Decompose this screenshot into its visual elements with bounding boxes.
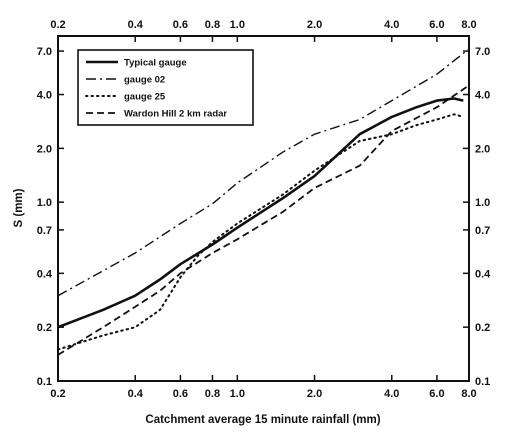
y-tick-label-right: 0.1 [475, 376, 490, 388]
y-tick-label-left: 4.0 [37, 90, 52, 102]
x-tick-label-top: 4.0 [384, 19, 399, 31]
legend-label: Wardon Hill 2 km radar [124, 109, 227, 120]
legend-label: gauge 02 [124, 75, 165, 86]
y-tick-label-right: 0.2 [475, 322, 490, 334]
x-tick-label-bottom: 2.0 [307, 388, 322, 400]
y-tick-label-right: 0.7 [475, 225, 490, 237]
y-tick-label-right: 7.0 [475, 46, 490, 58]
legend: Typical gauge gauge 02 gauge 25 Wardon Hill… [77, 49, 254, 126]
y-tick-label-left: 0.7 [37, 225, 52, 237]
x-tick-label-bottom: 0.8 [205, 388, 220, 400]
y-tick-label-left: 0.2 [37, 322, 52, 334]
x-tick-label-top: 0.8 [205, 19, 220, 31]
x-tick-label-top: 2.0 [307, 19, 322, 31]
legend-label: gauge 25 [124, 92, 166, 103]
axis-ticks: 0.2 0.2 0.4 0.4 0.6 0.6 0.8 0.8 1.0 1.0 2.0 2.0 4.0 4… [37, 19, 491, 400]
x-tick-label-bottom: 0.6 [173, 388, 188, 400]
x-tick-label-bottom: 4.0 [384, 388, 399, 400]
legend-items: Typical gauge gauge 02 gauge 25 Wardon Hill… [85, 58, 227, 120]
plot-frame [57, 35, 470, 382]
y-tick-label-left: 7.0 [37, 46, 52, 58]
y-tick-label-right: 4.0 [475, 90, 490, 102]
legend-label: Typical gauge [124, 58, 187, 69]
x-tick-label-top: 0.4 [128, 19, 144, 31]
y-tick-label-left: 2.0 [37, 143, 52, 155]
series-line [57, 113, 465, 351]
series-line [57, 97, 464, 329]
x-axis-title: Catchment average 15 minute rainfall (mm… [145, 414, 380, 426]
x-tick-label-bottom: 1.0 [230, 388, 245, 400]
x-tick-label-bottom: 0.4 [128, 388, 144, 400]
x-tick-label-top: 0.2 [50, 19, 65, 31]
y-tick-label-right: 0.4 [475, 268, 491, 280]
x-tick-label-bottom: 0.2 [50, 388, 65, 400]
x-tick-label-top: 8.0 [461, 19, 476, 31]
y-tick-label-right: 2.0 [475, 143, 490, 155]
x-tick-label-top: 6.0 [429, 19, 444, 31]
x-tick-label-top: 0.6 [173, 19, 188, 31]
y-tick-label-left: 0.1 [37, 376, 52, 388]
x-tick-label-bottom: 6.0 [429, 388, 444, 400]
y-tick-label-left: 1.0 [37, 197, 52, 209]
y-tick-label-right: 1.0 [475, 197, 490, 209]
series-line [57, 48, 470, 297]
x-tick-label-top: 1.0 [230, 19, 245, 31]
x-tick-label-bottom: 8.0 [461, 388, 476, 400]
series-line [57, 84, 470, 356]
y-axis-title: S (mm) [13, 188, 25, 227]
series-layer [57, 48, 470, 356]
y-tick-label-left: 0.4 [37, 268, 53, 280]
